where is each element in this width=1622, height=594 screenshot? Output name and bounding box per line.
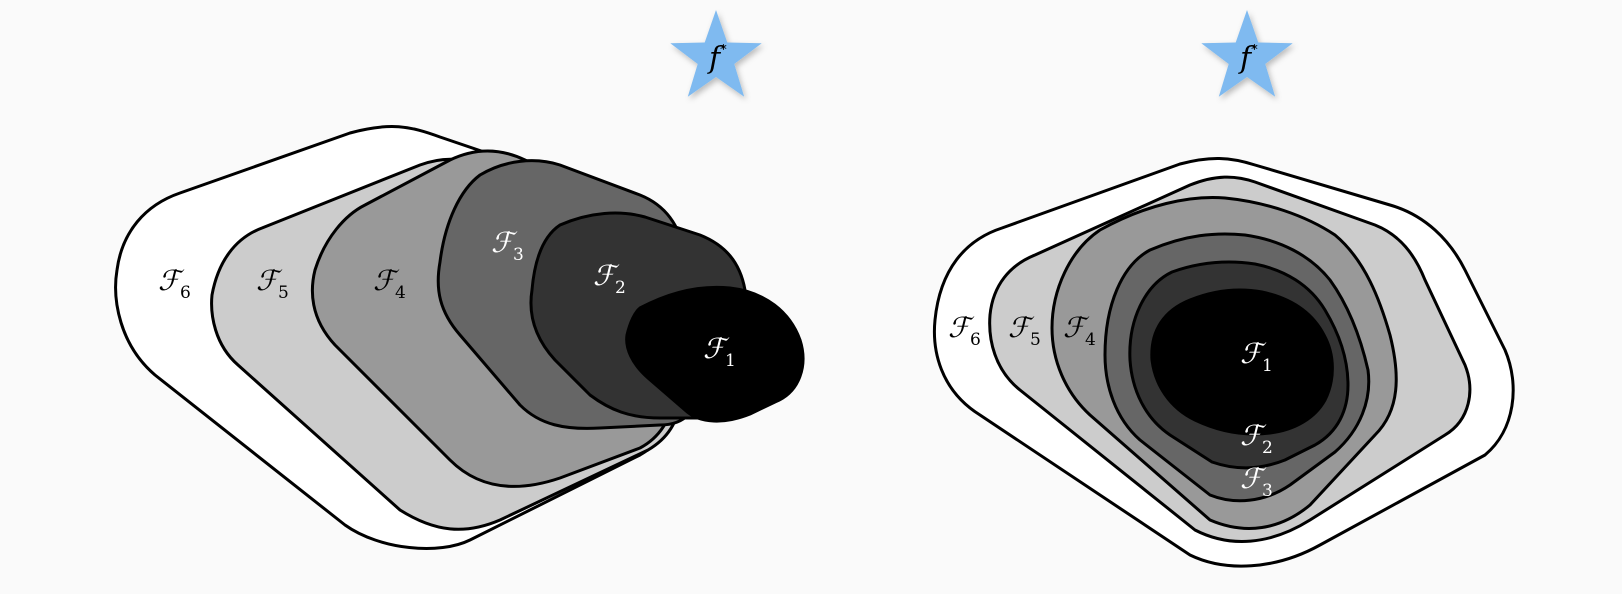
right-diagram: ℱ6 ℱ5 ℱ4 ℱ3 ℱ2 ℱ1 f*	[932, 10, 1515, 568]
right-set-f1	[1150, 288, 1334, 436]
left-star-icon: f*	[670, 10, 762, 97]
left-set-f1	[625, 285, 805, 423]
right-star-icon: f*	[1201, 10, 1293, 97]
left-diagram: ℱ6 ℱ5 ℱ4 ℱ3 ℱ2 ℱ1 f*	[114, 10, 805, 550]
